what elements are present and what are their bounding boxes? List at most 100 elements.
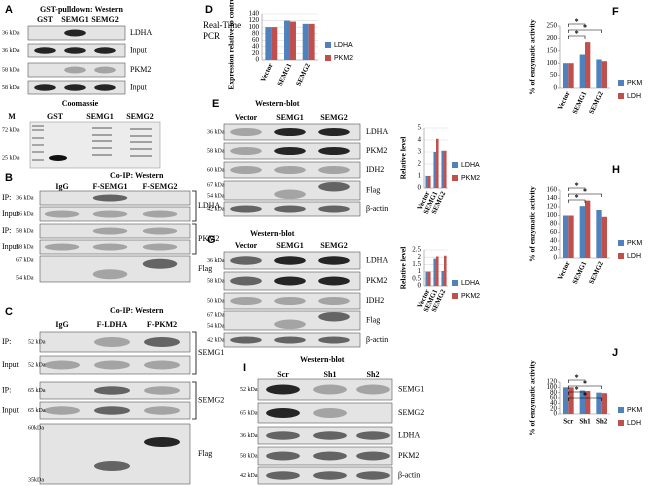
kda-label: 35kDa: [28, 477, 44, 483]
bar: [284, 20, 290, 61]
significance-mark: *: [583, 23, 587, 32]
kda-label: 60kDa: [28, 425, 44, 431]
x-tick-label: SEMG1: [571, 260, 589, 286]
kda-label: 42 kDa: [240, 473, 258, 479]
legend-swatch: [452, 293, 458, 299]
kda-label: 36 kDa: [240, 433, 258, 439]
y-tick-label: 150: [547, 46, 558, 54]
blot-band: [230, 256, 262, 265]
target-label: β-actin: [366, 204, 388, 213]
kda-label: 52 kDa: [240, 387, 258, 393]
kda-label: 60 kDa: [207, 167, 225, 173]
legend-label: LDHA: [461, 162, 480, 169]
blot-band: [313, 471, 347, 480]
bar: [441, 270, 444, 286]
blot-band: [144, 406, 180, 415]
blot-band: [274, 147, 306, 155]
lane-label: IgG: [55, 320, 68, 329]
kda-label: 50 kDa: [207, 298, 225, 304]
blot-band: [64, 47, 86, 54]
bar: [585, 200, 591, 258]
blot-band: [94, 386, 130, 395]
blot-strip: [27, 62, 126, 78]
target-label: Flag: [198, 264, 212, 273]
lane-label: F-LDHA: [97, 320, 128, 329]
significance-mark: *: [575, 181, 579, 190]
x-tick-label: Vector: [259, 62, 275, 83]
kda-label: 67 kDa: [16, 257, 34, 263]
target-label: Flag: [366, 315, 380, 324]
blot-band: [318, 336, 350, 344]
kda-label: 58 kDa: [16, 228, 34, 234]
significance-mark: *: [583, 379, 587, 388]
lane-label: Vector: [235, 241, 258, 250]
kda-label: 54 kDa: [207, 323, 225, 329]
bracket: [192, 190, 197, 222]
lane-label: SEMG1: [276, 113, 304, 122]
significance-mark: *: [583, 391, 587, 400]
blot-band: [318, 256, 350, 265]
significance-bracket: [568, 397, 602, 401]
blot-band: [34, 47, 56, 54]
legend-swatch: [618, 93, 624, 99]
marker-label: 72 kDa: [2, 127, 20, 133]
kda-label: 36 kDa: [2, 30, 20, 36]
bar: [428, 176, 431, 188]
legend-label: LDH: [627, 253, 641, 260]
legend-swatch: [618, 420, 624, 426]
lane-label: F-SEMG1: [92, 182, 127, 191]
panel-letter: B: [5, 172, 13, 184]
blot-band: [356, 431, 390, 440]
kda-label: 58 kDa: [2, 67, 20, 73]
bar: [579, 54, 585, 88]
target-label: SEMG2: [198, 395, 224, 404]
blot-strip: [223, 161, 361, 179]
significance-bracket: [568, 193, 602, 197]
bar: [579, 390, 585, 414]
panel-note: Real-Time PCR: [203, 20, 242, 41]
blot-band: [313, 451, 347, 461]
lane-label: SEMG1: [86, 112, 114, 121]
kda-label: 65 kDa: [28, 408, 46, 414]
blot-band: [64, 84, 86, 91]
kda-label: 58 kDa: [240, 453, 258, 459]
target-label: LDHA: [398, 430, 420, 439]
blot-strip: [39, 239, 191, 255]
x-tick-label: SEMG2: [587, 260, 605, 286]
bracket: [192, 331, 197, 375]
blot-band: [356, 384, 390, 395]
legend-label: PKM: [627, 240, 642, 247]
y-tick-label: 160: [547, 186, 558, 194]
y-tick-label: 60: [550, 394, 558, 402]
blot-band: [274, 205, 306, 213]
row-prefix: Input: [2, 209, 20, 218]
lane-label: GST: [47, 112, 64, 121]
blot-band: [142, 210, 178, 218]
y-axis-label: Relative level: [399, 137, 408, 180]
x-tick-label: Vector: [556, 90, 572, 111]
blot-band: [230, 276, 262, 286]
legend-label: PKM: [627, 80, 642, 87]
lane-label: F-SEMG2: [142, 182, 177, 191]
y-tick-label: 200: [547, 34, 558, 42]
kda-label: 58 kDa: [207, 148, 225, 154]
blot-band: [94, 47, 116, 54]
blot-band: [266, 384, 300, 395]
lane-label: SEMG2: [126, 112, 154, 121]
legend-swatch: [325, 42, 331, 48]
target-label: Flag: [198, 449, 212, 458]
blot-band: [94, 406, 130, 415]
panel-letter: A: [5, 4, 13, 16]
y-tick-label: 50: [550, 71, 558, 79]
y-tick-label: 0: [554, 254, 558, 262]
lane-label: GST: [37, 15, 54, 24]
panel-letter: J: [612, 347, 618, 359]
blot-strip: [39, 331, 191, 353]
y-tick-label: 120: [249, 16, 260, 24]
kda-label: 52 kDa: [28, 339, 46, 345]
bar: [601, 216, 607, 258]
target-label: Input: [130, 45, 148, 54]
bar: [428, 271, 431, 286]
